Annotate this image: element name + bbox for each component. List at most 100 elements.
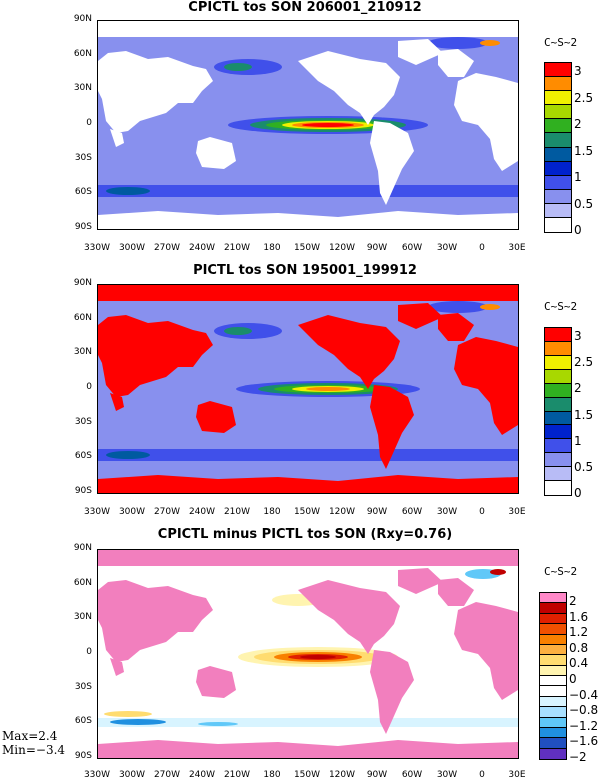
lat-tick-label: 60N [73,48,92,59]
lon-tick-label: 300W [118,770,146,780]
colorbar-swatch [544,104,572,120]
colorbar-label: 2.5 [574,90,594,105]
lon-tick-label: 60W [401,243,423,253]
difference-contour-negative [110,719,166,725]
colorbar-label: 1.5 [574,143,594,158]
lon-tick-label: 180 [263,243,281,253]
colorbar-label: 0.5 [574,196,594,211]
land-mask [398,303,443,329]
colorbar-label: 1 [574,433,582,448]
colorbar-swatch [544,62,572,78]
land-mask [298,315,400,389]
difference-contour-positive [300,655,336,659]
colorbar-swatch [544,132,572,148]
colorbar-swatch [539,726,567,739]
colorbar-swatch [539,664,567,676]
lon-tick-label: 240W [188,770,216,780]
lon-tick-label: 210W [223,507,251,517]
land-mask [370,121,414,205]
difference-contour-positive [104,711,152,717]
colorbar-label: 2.5 [574,355,594,370]
lat-tick-label: 60S [74,716,92,727]
antarctica-land-mask [98,475,518,493]
panel-title: CPICTL minus PICTL tos SON (Rxy=0.76) [157,527,453,542]
lon-tick-label: 90W [366,507,388,517]
map-field [98,550,518,758]
colorbar-swatch [539,737,567,749]
colorbar-swatch [539,675,567,687]
lon-tick-label: 240W [188,243,216,253]
land-mask [454,73,518,171]
lon-tick-label: 300W [118,507,146,517]
colorbar-swatch [544,354,572,370]
colorbar-label: 0.5 [574,459,594,474]
lon-tick-label: 270W [153,770,181,780]
colorbar-swatch [544,438,572,454]
equatorial-variance-contour [306,387,350,391]
lat-tick-label: 90N [73,14,92,24]
colorbar-swatch [544,466,572,482]
lon-tick-label: 120W [328,243,356,253]
colorbar-swatch [539,643,567,656]
colorbar-label: 2 [574,117,582,131]
lon-tick-label: 180 [263,770,281,780]
lon-tick-label: 150W [293,507,321,517]
colorbar-label: −2 [569,750,587,764]
colorbar-swatch [544,382,572,398]
lon-tick-label: 90W [366,770,388,780]
colorbar-units: C~S~2 [544,565,578,578]
southern-ocean-variance-band [98,185,518,197]
colorbar-swatch [539,747,567,760]
colorbar-swatch [539,716,567,728]
lon-tick-label: 60W [401,770,423,780]
lon-tick-label: 60W [401,507,423,517]
colorbar-label: 1.2 [569,625,589,640]
lat-tick-label: 90S [74,751,92,761]
land-mask [98,315,213,397]
lon-tick-label: 150W [293,770,321,780]
lon-tick-label: 30W [436,507,458,517]
lon-tick-label: 180 [263,507,281,517]
land-mask [370,650,414,734]
lon-tick-label: 270W [153,507,181,517]
lat-tick-label: 60S [74,451,92,462]
panel-title: PICTL tos SON 195001_199912 [193,263,417,278]
lon-tick-label: 330W [83,507,111,517]
colorbar-label: 1 [574,170,582,184]
lon-tick-label: 30E [508,243,526,253]
map-field [98,21,518,229]
colorbar-swatch [539,695,567,708]
arctic-land-mask [98,21,518,37]
land-mask [398,568,443,594]
colorbar-label: 3 [574,329,582,343]
colorbar-swatch [544,327,572,342]
north-atlantic-variance-contour [428,301,488,313]
colorbar-swatch [544,118,572,134]
lon-tick-label: 210W [223,243,251,253]
southern-ocean-variance-contour [106,451,150,459]
land-mask [110,393,124,411]
panel-title: CPICTL tos SON 206001_210912 [188,0,422,15]
lat-tick-label: 0 [86,647,92,657]
lon-tick-label: 210W [223,770,251,780]
land-mask [196,401,236,433]
lon-tick-label: 270W [153,243,181,253]
difference-band-negative [98,718,518,727]
difference-contour-negative [198,722,238,726]
lat-tick-label: 30N [73,83,92,94]
land-mask [98,51,213,133]
min-value: Min=−3.4 [2,743,66,757]
lon-tick-label: 330W [83,770,111,780]
colorbar-swatch [544,424,572,440]
colorbar-label: 0 [574,223,582,237]
lon-tick-label: 30W [436,770,458,780]
colorbar-units: C~S~2 [544,300,578,313]
lat-tick-label: 90N [73,543,92,553]
lat-tick-label: 30N [73,612,92,623]
land-mask [398,39,443,65]
map-plot [97,284,519,494]
lat-tick-label: 0 [86,118,92,128]
map-plot [97,549,519,759]
colorbar-swatch [539,602,567,614]
colorbar-label: 2 [569,594,577,608]
